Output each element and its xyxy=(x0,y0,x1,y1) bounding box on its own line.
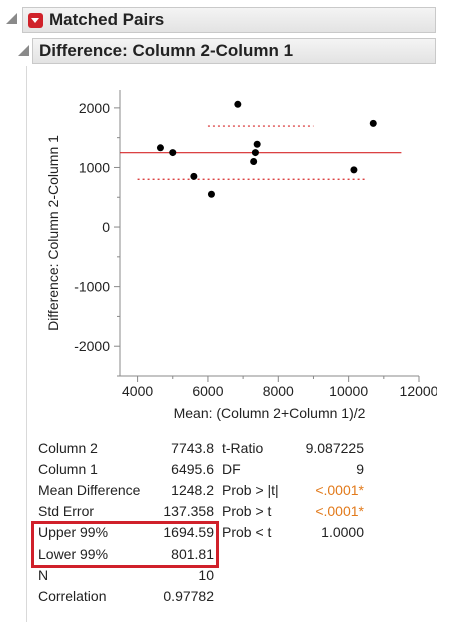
test-value xyxy=(298,543,364,564)
data-point xyxy=(253,140,261,148)
stat-value: 1694.59 xyxy=(163,524,214,541)
test-label: t-Ratio xyxy=(222,439,264,456)
y-axis-label: Difference: Column 2-Column 1 xyxy=(45,135,61,331)
test-label xyxy=(214,564,298,585)
test-label: Prob > |t| xyxy=(222,481,279,498)
test-label xyxy=(214,543,298,564)
stat-value: 6495.6 xyxy=(171,460,214,477)
data-point xyxy=(369,119,377,127)
test-label: Prob < t xyxy=(222,524,272,541)
data-point xyxy=(207,190,215,198)
stats-row: Column 2 7743.8 t-Ratio 9.087225 xyxy=(38,437,364,458)
y-tick-label: 2000 xyxy=(79,100,110,116)
stats-row: Lower 99% 801.81 xyxy=(38,543,364,564)
data-point xyxy=(251,149,259,157)
stat-value: 801.81 xyxy=(171,545,214,562)
matched-pairs-header: Matched Pairs xyxy=(22,7,436,33)
stat-label: Mean Difference xyxy=(38,481,141,498)
difference-title: Difference: Column 2-Column 1 xyxy=(39,41,294,60)
x-tick-label: 10000 xyxy=(329,383,368,399)
stats-row: Upper 99% 1694.59 Prob < t 1.0000 xyxy=(38,522,364,543)
test-value: 9.087225 xyxy=(305,439,364,456)
difference-header: Difference: Column 2-Column 1 xyxy=(32,38,436,64)
test-label xyxy=(214,585,298,606)
data-point xyxy=(350,166,358,174)
stat-value: 1248.2 xyxy=(171,481,214,498)
report-panel: 2000 1000 0 -1000 -2000 4000 6000 8000 10000 1200… xyxy=(26,66,437,622)
stat-label: Correlation xyxy=(38,587,107,604)
collapse-triangle-icon[interactable] xyxy=(18,45,29,56)
stats-row: Correlation 0.97782 xyxy=(38,585,364,606)
y-tick-label: 1000 xyxy=(79,159,110,175)
x-tick-label: 12000 xyxy=(400,383,437,399)
stat-label: Lower 99% xyxy=(38,545,109,562)
test-value: 9 xyxy=(356,460,364,477)
data-point xyxy=(250,158,258,165)
ci-highlight-box xyxy=(31,521,219,568)
stats-row: Column 1 6495.6 DF 9 xyxy=(38,458,364,479)
stats-row: Std Error 137.358 Prob > t <.0001* xyxy=(38,501,364,522)
data-point xyxy=(156,144,164,152)
test-value: <.0001* xyxy=(315,481,364,498)
stat-label: Column 2 xyxy=(38,439,98,456)
stat-value: 10 xyxy=(198,566,214,583)
stat-value: 0.97782 xyxy=(163,587,214,604)
stat-label: Upper 99% xyxy=(38,524,109,541)
y-tick-label: -2000 xyxy=(74,338,110,354)
data-point xyxy=(169,149,177,157)
collapse-triangle-icon[interactable] xyxy=(6,13,17,24)
test-value xyxy=(298,564,364,585)
test-label: Prob > t xyxy=(222,503,272,520)
red-triangle-menu-icon[interactable] xyxy=(28,12,43,28)
data-point xyxy=(234,100,242,108)
x-axis-label: Mean: (Column 2+Column 1)/2 xyxy=(174,405,366,421)
test-label: DF xyxy=(222,460,241,477)
test-value xyxy=(298,585,364,606)
x-tick-label: 4000 xyxy=(122,383,153,399)
x-tick-label: 8000 xyxy=(263,383,294,399)
stat-label: N xyxy=(38,566,49,583)
stats-row: Mean Difference 1248.2 Prob > |t| <.0001* xyxy=(38,479,364,500)
data-point xyxy=(190,172,198,180)
report-title: Matched Pairs xyxy=(49,10,165,29)
test-value: 1.0000 xyxy=(321,524,364,541)
stats-row: N 10 xyxy=(38,564,364,585)
stat-label: Column 1 xyxy=(38,460,98,477)
stat-value: 7743.8 xyxy=(171,439,214,456)
stat-label: Std Error xyxy=(38,503,95,520)
y-tick-label: 0 xyxy=(102,219,110,235)
y-tick-label: -1000 xyxy=(74,279,110,295)
x-tick-label: 6000 xyxy=(192,383,223,399)
stat-value: 137.358 xyxy=(163,503,214,520)
test-value: <.0001* xyxy=(315,503,364,520)
stats-table: Column 2 7743.8 t-Ratio 9.087225 Column 1 649… xyxy=(38,437,364,607)
